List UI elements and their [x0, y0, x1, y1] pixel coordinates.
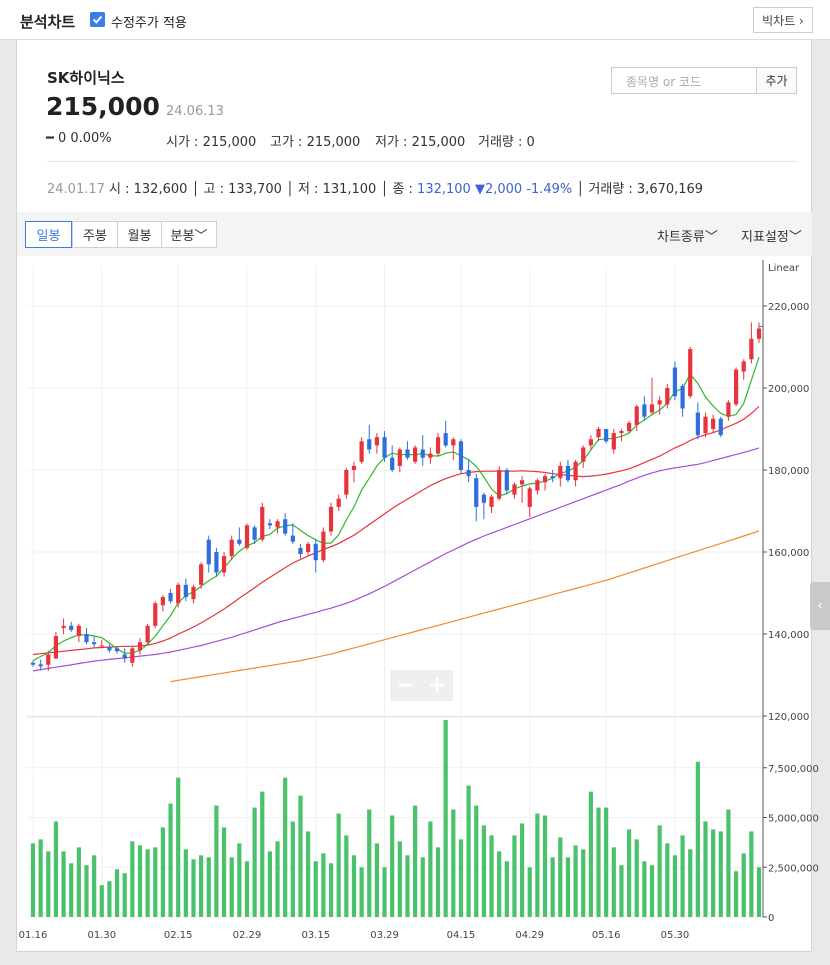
stock-search-input[interactable]: 종목명 or 코드: [611, 67, 757, 94]
tab-weekly[interactable]: 주봉: [72, 221, 118, 248]
hover-date: 24.01.17: [47, 182, 105, 197]
zoom-control: − +: [390, 670, 453, 701]
trade-volume: 거래량 : 0: [478, 135, 535, 150]
price-date: 24.06.13: [166, 104, 224, 119]
zoom-in-button[interactable]: +: [428, 673, 447, 698]
hover-close: 132,100: [417, 182, 471, 197]
high-price: 고가 : 215,000: [270, 135, 361, 150]
price-change: ━ 0 0.00%: [46, 131, 112, 146]
adjusted-price-label[interactable]: 수정주가 적용: [111, 16, 187, 31]
divider: [47, 161, 797, 162]
hover-change: ▼2,000 -1.49%: [474, 182, 573, 197]
low-price: 저가 : 215,000: [375, 135, 466, 150]
chevron-left-icon: ‹: [817, 598, 823, 614]
zoom-out-button[interactable]: −: [396, 673, 415, 698]
adjusted-price-checkbox[interactable]: [90, 12, 105, 27]
hover-open: 시 : 132,600: [109, 182, 188, 197]
big-chart-button[interactable]: 빅차트 ›: [753, 7, 813, 33]
stock-name: SK하이닉스: [47, 69, 125, 87]
hover-close-label: 종 :: [392, 182, 418, 197]
current-price: 215,000: [46, 92, 160, 121]
hover-high: 고 : 133,700: [203, 182, 282, 197]
chart-type-menu[interactable]: 차트종류﹀: [657, 230, 718, 245]
tab-minute[interactable]: 분봉﹀: [161, 221, 217, 248]
tab-monthly[interactable]: 월봉: [117, 221, 162, 248]
indicator-settings-menu[interactable]: 지표설정﹀: [741, 230, 802, 245]
top-bar: 분석차트 수정주가 적용 빅차트 ›: [0, 0, 830, 40]
page-title: 분석차트: [20, 13, 76, 31]
side-panel-handle[interactable]: ‹: [810, 582, 830, 630]
open-price: 시가 : 215,000: [166, 135, 257, 150]
add-button[interactable]: 추가: [756, 67, 797, 94]
chart-toolbar: 일봉 주봉 월봉 분봉﹀ 차트종류﹀ 지표설정﹀: [17, 212, 812, 256]
hover-info-row: 24.01.17 시 : 132,600 │ 고 : 133,700 │ 저 :…: [47, 182, 704, 197]
hover-volume: 거래량 : 3,670,169: [588, 182, 704, 197]
hover-low: 저 : 131,100: [297, 182, 377, 197]
check-icon: [92, 15, 103, 24]
tab-daily[interactable]: 일봉: [25, 221, 72, 248]
